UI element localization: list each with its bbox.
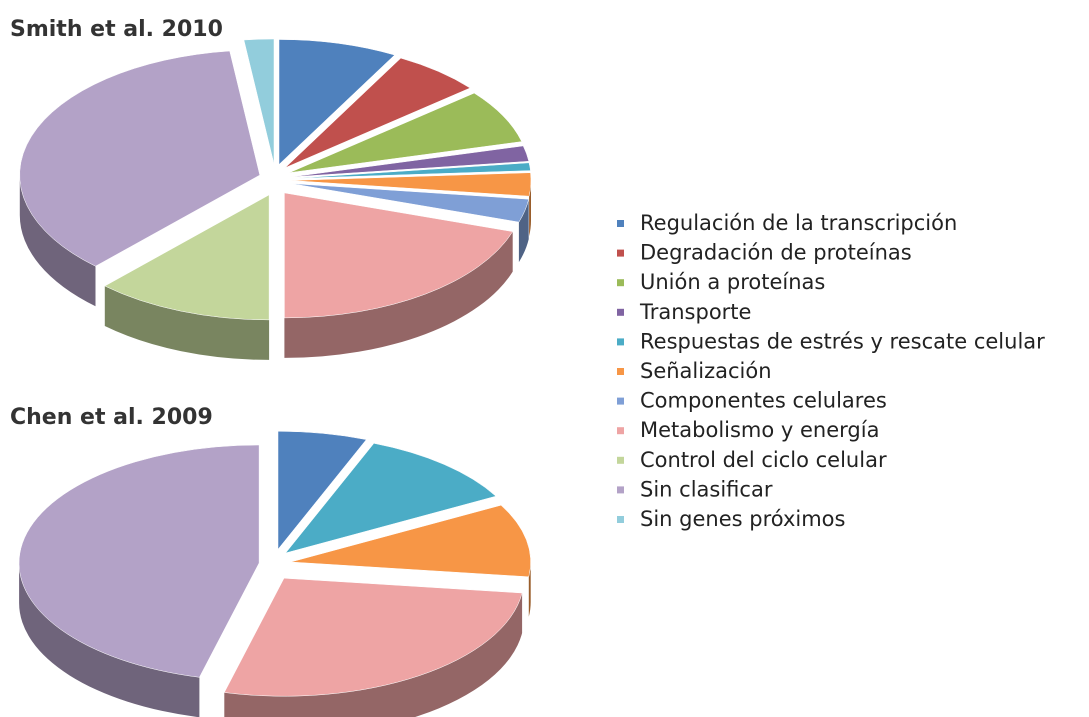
legend-swatch	[617, 427, 624, 435]
legend-label: Degradación de proteínas	[640, 241, 912, 265]
pie-slice-side	[284, 231, 513, 358]
legend-label: Señalización	[640, 359, 772, 383]
pie-slice	[290, 162, 531, 179]
pie-tops	[19, 38, 532, 321]
legend-label: Control del ciclo celular	[640, 448, 887, 472]
legend-swatch	[617, 279, 624, 287]
pie-slice	[19, 50, 261, 267]
pie-slice	[285, 57, 471, 168]
legend-swatch	[617, 456, 624, 464]
legend-swatch	[617, 516, 624, 523]
legend-swatch	[617, 368, 624, 375]
chart-title: Chen et al. 2009	[10, 405, 213, 430]
legend-swatch	[617, 249, 624, 257]
pie-slice	[104, 194, 270, 321]
pie-slice	[278, 39, 396, 166]
pie-slice	[290, 504, 531, 578]
legend-swatch	[617, 486, 624, 494]
legend-label: Regulación de la transcripción	[640, 211, 957, 235]
pie-slice-side	[518, 199, 529, 263]
pie-slice-side	[19, 175, 96, 307]
legend-label: Sin clasificar	[640, 477, 773, 501]
legend-label: Transporte	[639, 300, 751, 324]
legend-swatch	[617, 220, 624, 227]
pie-slice	[284, 443, 497, 554]
legend-label: Componentes celulares	[640, 389, 887, 413]
pie-slice	[289, 92, 523, 173]
legend-swatch	[617, 338, 624, 346]
pie-slice	[290, 145, 530, 178]
pie-slice	[243, 38, 275, 165]
pie-slice	[290, 172, 532, 197]
legend-swatch	[617, 308, 624, 316]
legend-label: Unión a proteínas	[640, 270, 825, 294]
pie-slice-side	[19, 563, 200, 717]
legend-label: Respuestas de estrés y rescate celular	[640, 329, 1045, 353]
pie-slice-side	[224, 593, 523, 717]
pie-slice	[277, 431, 367, 551]
pie-sides	[19, 175, 531, 360]
pie-slice	[290, 183, 530, 223]
legend-label: Metabolismo y energía	[640, 418, 879, 442]
pie-slice	[284, 192, 514, 319]
legend-swatch	[617, 397, 624, 405]
chart-title: Smith et al. 2010	[10, 17, 223, 42]
pie-slice	[18, 444, 260, 678]
pie-slice	[223, 577, 523, 697]
pie-tops	[18, 431, 531, 697]
legend-label: Sin genes próximos	[640, 507, 845, 531]
pie-slice-side	[104, 286, 270, 360]
